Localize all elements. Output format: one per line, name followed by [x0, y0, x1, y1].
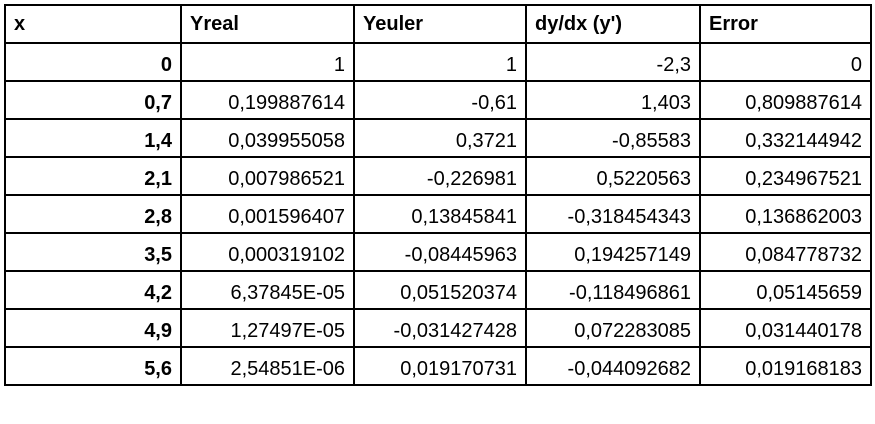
cell-yeuler[interactable]: 0,3721: [353, 118, 527, 158]
cell-x[interactable]: 0: [4, 42, 182, 82]
table-row: 2,8 0,001596407 0,13845841 -0,318454343 …: [4, 194, 872, 234]
table-row: 5,6 2,54851E-06 0,019170731 -0,044092682…: [4, 346, 872, 386]
cell-yreal[interactable]: 0,039955058: [180, 118, 355, 158]
cell-x[interactable]: 5,6: [4, 346, 182, 386]
cell-derivative[interactable]: 0,072283085: [525, 308, 701, 348]
table-row: 3,5 0,000319102 -0,08445963 0,194257149 …: [4, 232, 872, 272]
cell-error[interactable]: 0,136862003: [699, 194, 872, 234]
table-row: 0,7 0,199887614 -0,61 1,403 0,809887614: [4, 80, 872, 120]
header-cell-derivative[interactable]: dy/dx (y'): [525, 4, 701, 44]
cell-yeuler[interactable]: -0,031427428: [353, 308, 527, 348]
cell-error[interactable]: 0,05145659: [699, 270, 872, 310]
cell-derivative[interactable]: -2,3: [525, 42, 701, 82]
cell-derivative[interactable]: -0,85583: [525, 118, 701, 158]
cell-derivative[interactable]: 0,5220563: [525, 156, 701, 196]
cell-yreal[interactable]: 2,54851E-06: [180, 346, 355, 386]
header-cell-yreal[interactable]: Yreal: [180, 4, 355, 44]
cell-yreal[interactable]: 6,37845E-05: [180, 270, 355, 310]
cell-yreal[interactable]: 1: [180, 42, 355, 82]
cell-yeuler[interactable]: -0,61: [353, 80, 527, 120]
cell-yeuler[interactable]: 0,051520374: [353, 270, 527, 310]
cell-x[interactable]: 4,9: [4, 308, 182, 348]
cell-x[interactable]: 1,4: [4, 118, 182, 158]
cell-x[interactable]: 4,2: [4, 270, 182, 310]
cell-derivative[interactable]: -0,318454343: [525, 194, 701, 234]
cell-yeuler[interactable]: -0,226981: [353, 156, 527, 196]
cell-x[interactable]: 2,1: [4, 156, 182, 196]
header-cell-yeuler[interactable]: Yeuler: [353, 4, 527, 44]
cell-yreal[interactable]: 0,000319102: [180, 232, 355, 272]
cell-x[interactable]: 2,8: [4, 194, 182, 234]
cell-error[interactable]: 0,332144942: [699, 118, 872, 158]
cell-yreal[interactable]: 1,27497E-05: [180, 308, 355, 348]
cell-error[interactable]: 0: [699, 42, 872, 82]
cell-yeuler[interactable]: 0,13845841: [353, 194, 527, 234]
cell-x[interactable]: 0,7: [4, 80, 182, 120]
data-table: x Yreal Yeuler dy/dx (y') Error 0 1 1 -2…: [4, 4, 872, 386]
cell-derivative[interactable]: 0,194257149: [525, 232, 701, 272]
cell-yreal[interactable]: 0,007986521: [180, 156, 355, 196]
cell-x[interactable]: 3,5: [4, 232, 182, 272]
cell-yeuler[interactable]: -0,08445963: [353, 232, 527, 272]
table-row: 4,2 6,37845E-05 0,051520374 -0,118496861…: [4, 270, 872, 310]
cell-yeuler[interactable]: 1: [353, 42, 527, 82]
cell-derivative[interactable]: -0,044092682: [525, 346, 701, 386]
cell-derivative[interactable]: 1,403: [525, 80, 701, 120]
cell-yreal[interactable]: 0,001596407: [180, 194, 355, 234]
cell-error[interactable]: 0,019168183: [699, 346, 872, 386]
table-row: 1,4 0,039955058 0,3721 -0,85583 0,332144…: [4, 118, 872, 158]
cell-yreal[interactable]: 0,199887614: [180, 80, 355, 120]
header-cell-x[interactable]: x: [4, 4, 182, 44]
cell-error[interactable]: 0,234967521: [699, 156, 872, 196]
table-row: 4,9 1,27497E-05 -0,031427428 0,072283085…: [4, 308, 872, 348]
header-row: x Yreal Yeuler dy/dx (y') Error: [4, 4, 872, 44]
cell-error[interactable]: 0,084778732: [699, 232, 872, 272]
cell-error[interactable]: 0,031440178: [699, 308, 872, 348]
table-row: 2,1 0,007986521 -0,226981 0,5220563 0,23…: [4, 156, 872, 196]
cell-yeuler[interactable]: 0,019170731: [353, 346, 527, 386]
header-cell-error[interactable]: Error: [699, 4, 872, 44]
cell-error[interactable]: 0,809887614: [699, 80, 872, 120]
cell-derivative[interactable]: -0,118496861: [525, 270, 701, 310]
table-row: 0 1 1 -2,3 0: [4, 42, 872, 82]
